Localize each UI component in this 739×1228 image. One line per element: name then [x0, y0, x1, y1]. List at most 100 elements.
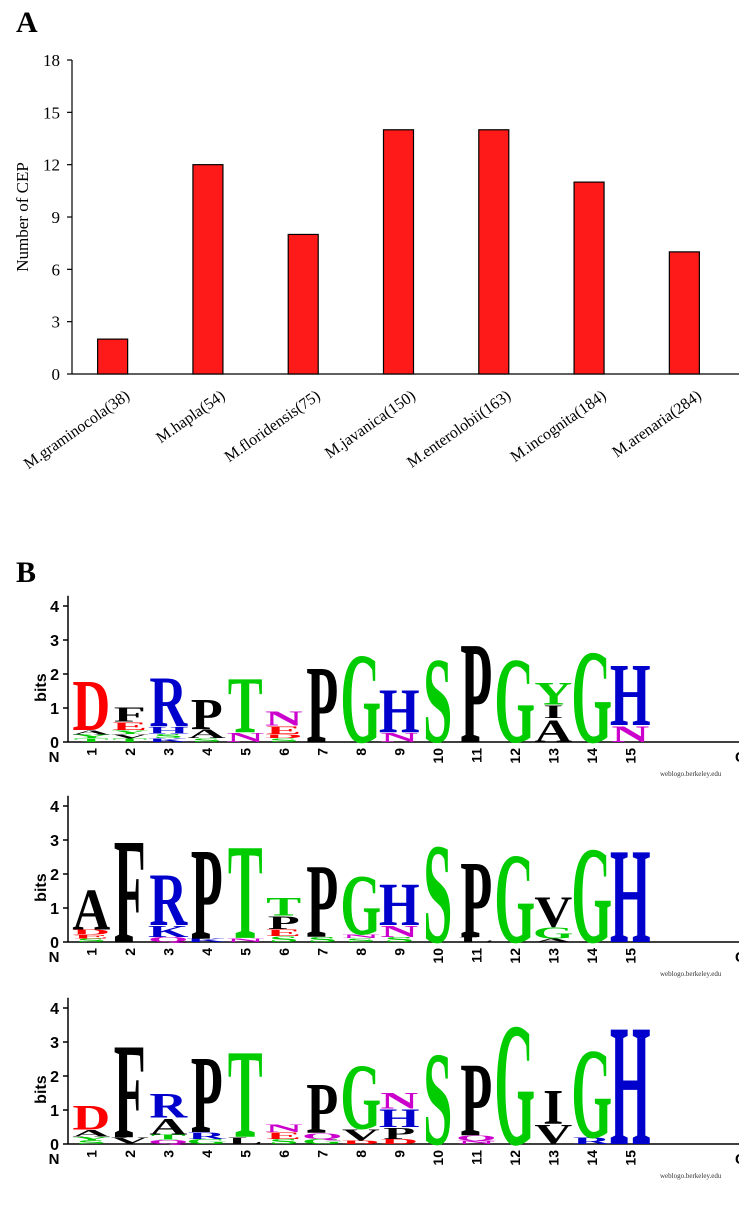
logo-position-label: 2	[122, 1150, 138, 1158]
logo-letter: I	[543, 701, 563, 722]
logo-letter: D	[72, 665, 110, 747]
logo-letter: S	[269, 935, 298, 944]
logo-n-label: N	[49, 749, 60, 766]
x-tick-label: M.enterolobii(163)	[404, 387, 514, 471]
logo-letter: G	[186, 1138, 227, 1146]
logo-letter: P	[306, 1067, 338, 1149]
logo-letter: H	[379, 871, 420, 939]
logo-letter: R	[573, 1136, 612, 1147]
logo-letter: P	[268, 912, 300, 933]
logo-position-label: 12	[507, 1150, 523, 1166]
bar	[287, 233, 319, 375]
logo-c-label: C	[735, 749, 739, 766]
logo-position-label: 2	[122, 948, 138, 956]
logo-letter: Q	[148, 936, 189, 944]
logo-letter: G	[340, 856, 381, 953]
logo-letter: S	[77, 1140, 106, 1145]
bar	[478, 129, 510, 375]
logo-letter: S	[423, 634, 452, 769]
logo-letter: H	[610, 988, 651, 1182]
logo-y-title: bits	[33, 673, 50, 702]
logo-y-tick-label: 1	[50, 1103, 59, 1120]
logo-letter: V	[111, 1136, 149, 1147]
bar-chart: 0 3 6 9 12 15 18 Number of CEP M.graminocola(38)…	[13, 51, 739, 473]
logo-letter: A	[72, 878, 110, 944]
y-axis-title: Number of CEP	[13, 162, 32, 272]
logo-letter: E	[112, 720, 147, 733]
logo-position-label: 3	[160, 748, 176, 756]
logo-letter: N	[611, 721, 649, 747]
logo-letter: D	[380, 1138, 418, 1146]
logo-letter: G	[571, 1023, 612, 1166]
logo-letter: A	[534, 713, 572, 749]
logo-position-label: 14	[584, 748, 600, 764]
logo-letter: A	[72, 729, 110, 736]
logo-position-label: 5	[237, 748, 253, 756]
logo-letter: G	[340, 1045, 381, 1150]
x-tick-label: M.incognita(184)	[508, 387, 610, 465]
logo-letter: F	[114, 808, 146, 975]
logo-letter: K	[148, 922, 189, 940]
bar	[192, 164, 224, 375]
logo-position-label: 6	[276, 948, 292, 956]
logo-y-tick-label: 4	[50, 799, 59, 816]
logo-position-label: 1	[83, 1150, 99, 1158]
logo-letter: S	[346, 937, 375, 943]
logo-position-label: 15	[622, 1150, 638, 1166]
logo-letter: S	[385, 936, 414, 944]
y-tick-label: 6	[52, 260, 61, 279]
logo-y-tick-label: 3	[50, 1035, 59, 1052]
y-tick-label: 15	[43, 103, 60, 122]
logo-letter: P	[460, 838, 492, 961]
logo-letter: G	[571, 623, 612, 772]
logo-letter: T	[228, 661, 263, 750]
logo-letter: D	[342, 1140, 380, 1145]
logo-letter: Q	[148, 1139, 189, 1146]
logo-letter: H	[610, 822, 651, 973]
logo-position-label: 4	[199, 948, 215, 956]
logo-letter: N	[380, 922, 418, 940]
logo-position-label: 1	[83, 748, 99, 756]
logo-letter: H	[379, 675, 420, 746]
logo-y-tick-label: 3	[50, 833, 59, 850]
logo-position-label: 8	[353, 948, 369, 956]
logo-letter: T	[112, 738, 147, 743]
logo-position-label: 6	[276, 748, 292, 756]
logo-position-label: 12	[507, 748, 523, 764]
logo-letter: T	[151, 1134, 186, 1142]
logo-letter: Y	[72, 1136, 110, 1142]
logo-y-tick-label: 4	[50, 599, 59, 616]
logo-letter: S	[308, 936, 337, 944]
logo-n-label: N	[49, 949, 60, 966]
logo-letter: P	[191, 690, 223, 740]
logo-letter: E	[266, 928, 301, 939]
logo-letter: N	[265, 706, 303, 730]
logo-position-label: 2	[122, 748, 138, 756]
logo-y-tick-label: 0	[50, 735, 59, 752]
logo-position-label: 9	[391, 948, 407, 956]
logo-position-label: 14	[584, 948, 600, 964]
logo-letter: N	[265, 1122, 303, 1135]
logo-letter: E	[74, 934, 109, 940]
logo-letter: T	[228, 818, 263, 969]
logo-letter: N	[226, 730, 264, 746]
bar	[97, 338, 129, 375]
x-tick-label: M.arenaria(284)	[609, 387, 704, 461]
logo-position-label: 4	[199, 748, 215, 756]
logo-2: 01234bitsNCweblogo.berkeley.eduSEDA1F2QK…	[33, 795, 739, 978]
y-tick-label: 0	[52, 365, 61, 384]
logo-letter: P	[460, 612, 492, 774]
logo-position-label: 7	[314, 748, 330, 756]
x-tick-label: M.graminocola(38)	[21, 387, 133, 473]
logo-position-label: 15	[622, 748, 638, 764]
logo-position-label: 5	[237, 948, 253, 956]
logo-letter: S	[154, 733, 183, 740]
logo-letter: G	[494, 828, 535, 971]
logo-letter: K	[186, 938, 227, 943]
logo-position-label: 15	[622, 948, 638, 964]
x-tick-label: M.javanica(150)	[322, 387, 419, 462]
logo-position-label: 7	[314, 948, 330, 956]
logo-letter: E	[266, 724, 301, 737]
logo-letter: N	[226, 937, 264, 943]
y-tick-label: 9	[52, 208, 61, 227]
